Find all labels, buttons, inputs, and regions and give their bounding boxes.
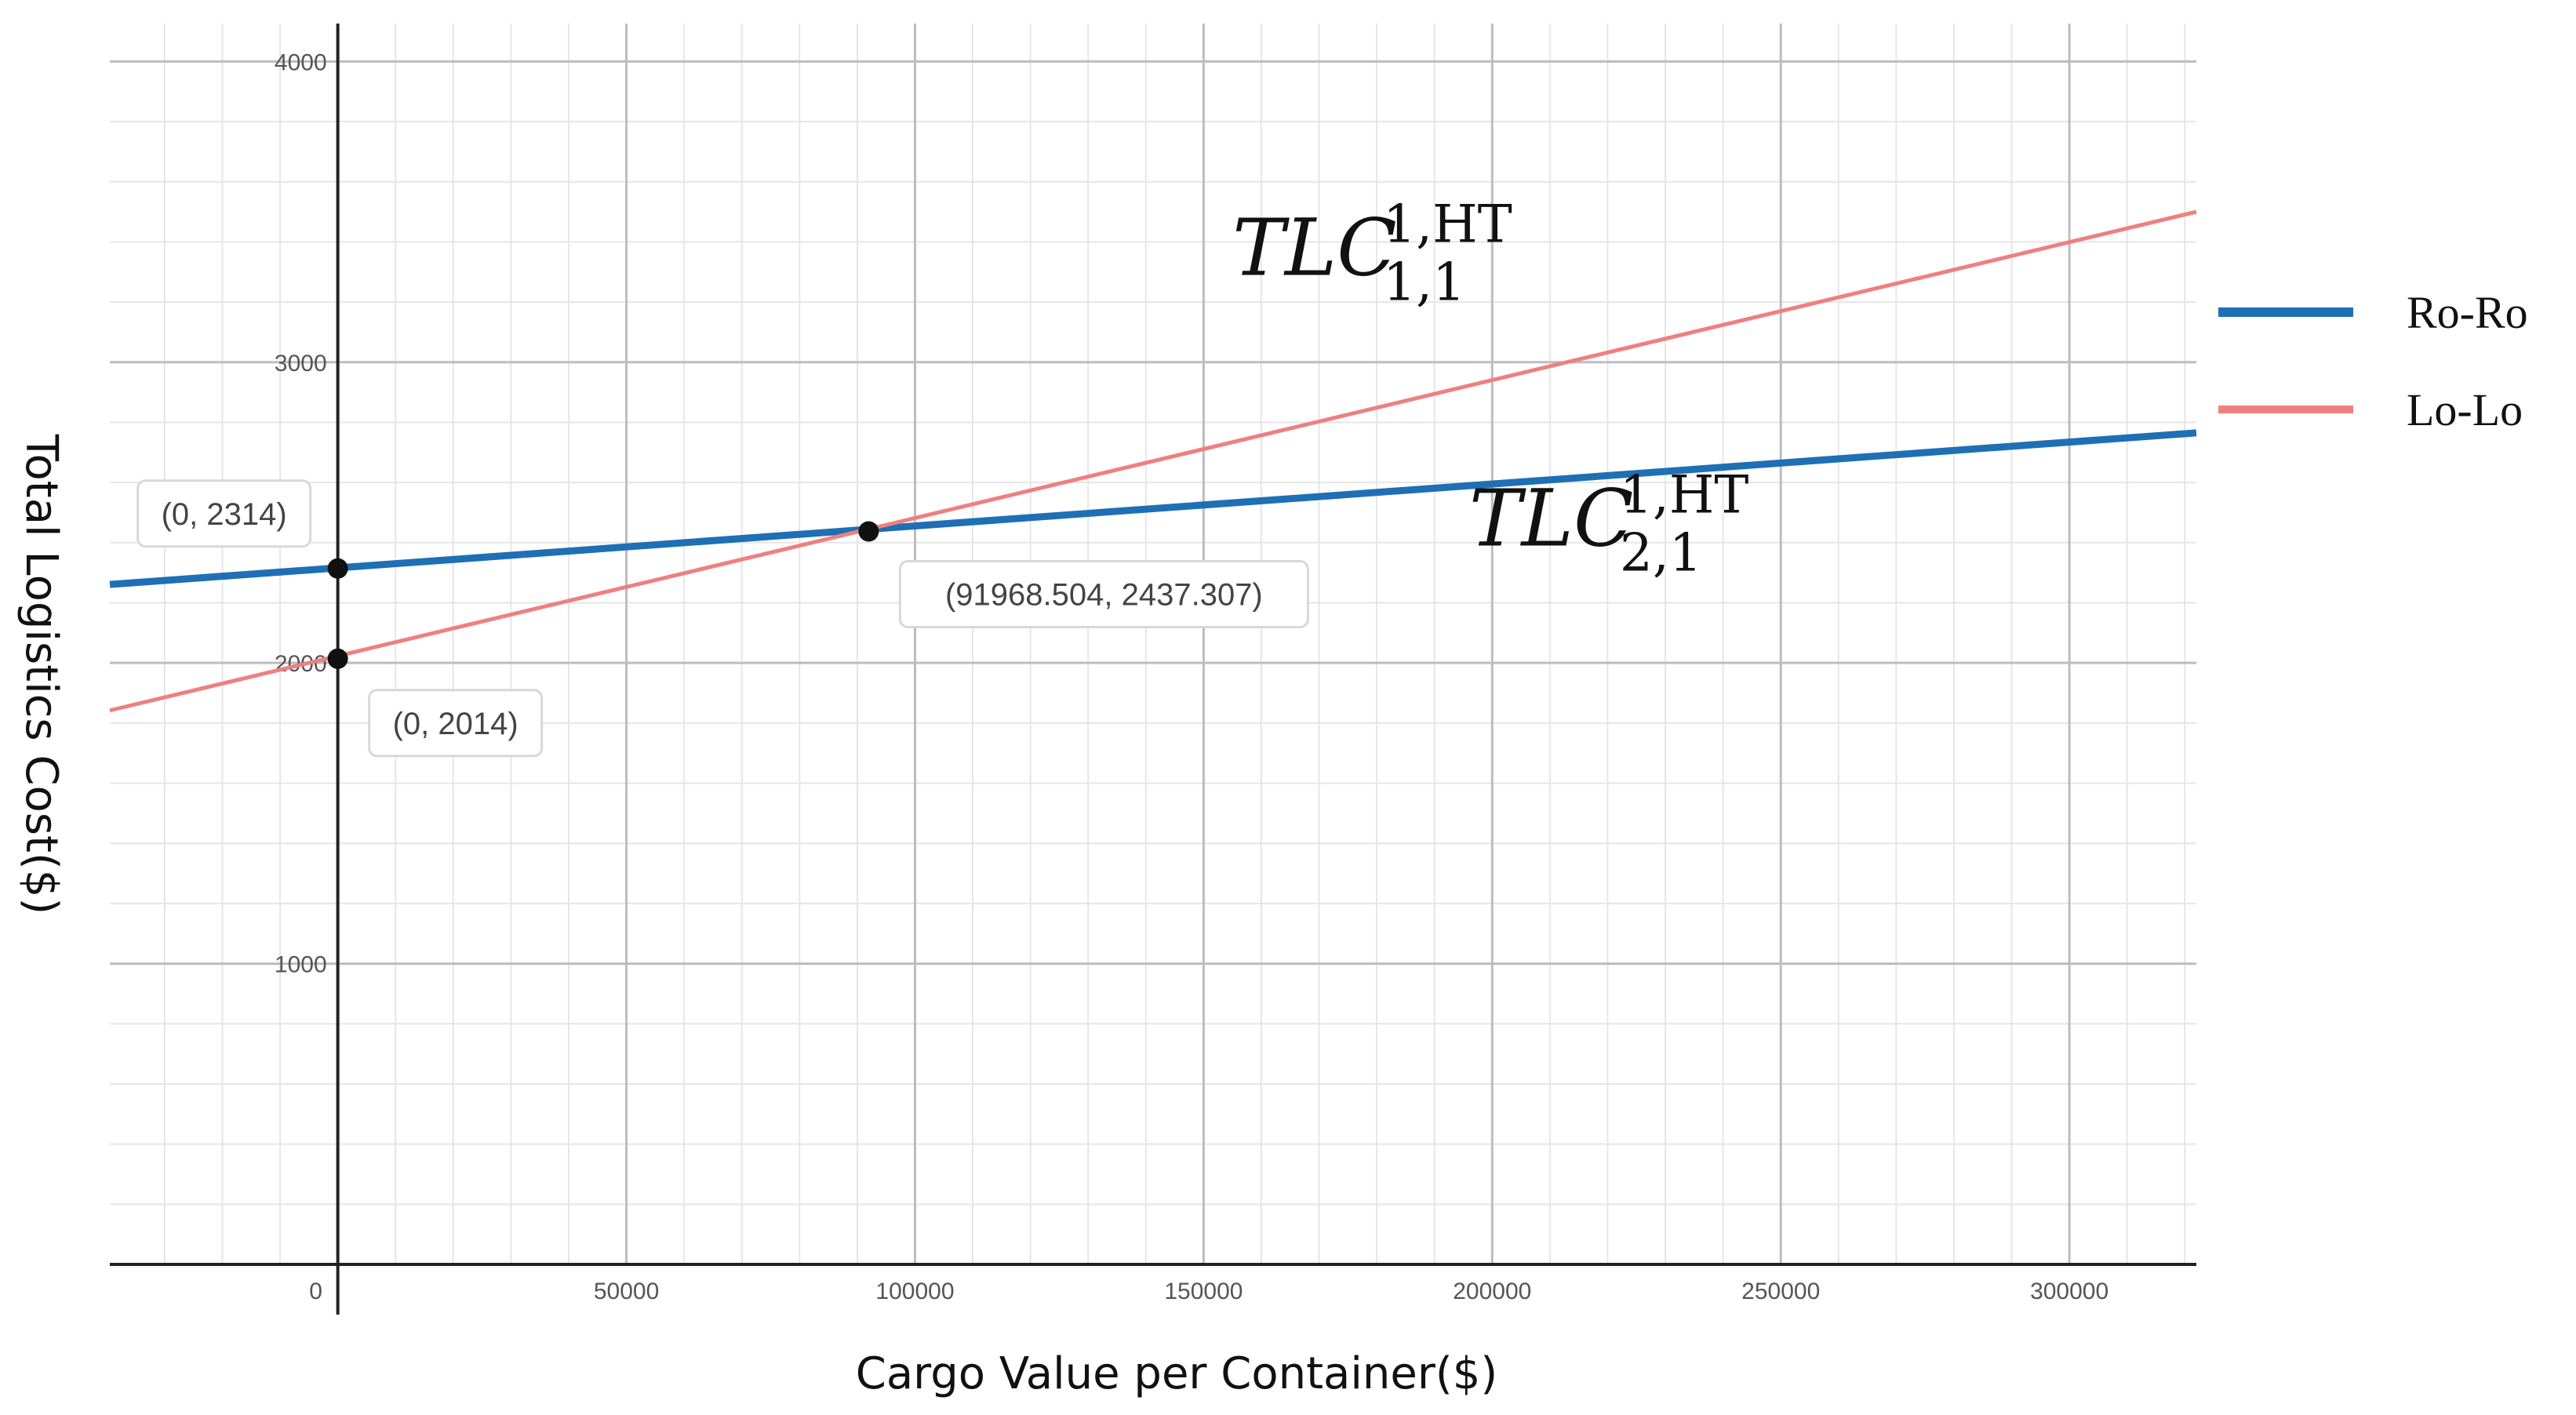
formula-main: TLC <box>1469 473 1634 565</box>
point-label-box <box>136 479 312 548</box>
formula-annotation: TLC <box>1469 473 1634 565</box>
series-line-ro-ro <box>109 429 2197 588</box>
data-point <box>858 521 879 542</box>
grid <box>110 24 2196 1264</box>
y-tick-label: 1000 <box>275 952 327 978</box>
x-tick-label: 50000 <box>594 1279 659 1304</box>
formula-subscript: 2,1 <box>1620 523 1702 584</box>
x-tick-label: 100000 <box>875 1279 954 1304</box>
formula-main: TLC <box>1232 202 1397 294</box>
x-tick-label: 150000 <box>1164 1279 1243 1304</box>
y-tick-label: 4000 <box>275 49 327 75</box>
axes: -500000500001000001500002000002500003000… <box>0 24 2196 1319</box>
data-point <box>327 648 348 669</box>
point-label: (0, 2014) <box>393 707 518 741</box>
x-axis-title: Cargo Value per Container($) <box>856 1348 1497 1399</box>
series <box>109 209 2197 713</box>
point-label-box <box>898 560 1309 629</box>
x-tick-label: 200000 <box>1453 1279 1531 1304</box>
points: (0, 2314) (0, 2014) (91968.504, 2437.307) <box>136 479 1309 758</box>
formula-superscript: 1,HT <box>1620 465 1749 526</box>
legend-label: Ro-Ro <box>2407 287 2528 338</box>
formula-subscript: 1,1 <box>1383 253 1465 313</box>
formula-annotation: TLC <box>1232 202 1397 294</box>
formula-superscript: 1,HT <box>1383 195 1512 255</box>
x-tick-label: 0 <box>309 1279 322 1304</box>
point-label: (91968.504, 2437.307) <box>945 578 1263 613</box>
x-tick-label: 250000 <box>1741 1279 1820 1304</box>
point-label-box <box>368 689 544 758</box>
point-label: (0, 2314) <box>162 497 287 532</box>
legend: Ro-Ro Lo-Lo <box>2218 287 2528 435</box>
data-point <box>327 558 348 579</box>
y-axis-title: Total Logistics Cost($) <box>16 434 67 915</box>
y-tick-label: 3000 <box>275 351 327 376</box>
x-axis-crop-mask <box>0 1272 110 1319</box>
x-tick-label: 300000 <box>2030 1279 2108 1304</box>
legend-label: Lo-Lo <box>2407 384 2523 435</box>
series-line-lo-lo <box>109 209 2197 713</box>
